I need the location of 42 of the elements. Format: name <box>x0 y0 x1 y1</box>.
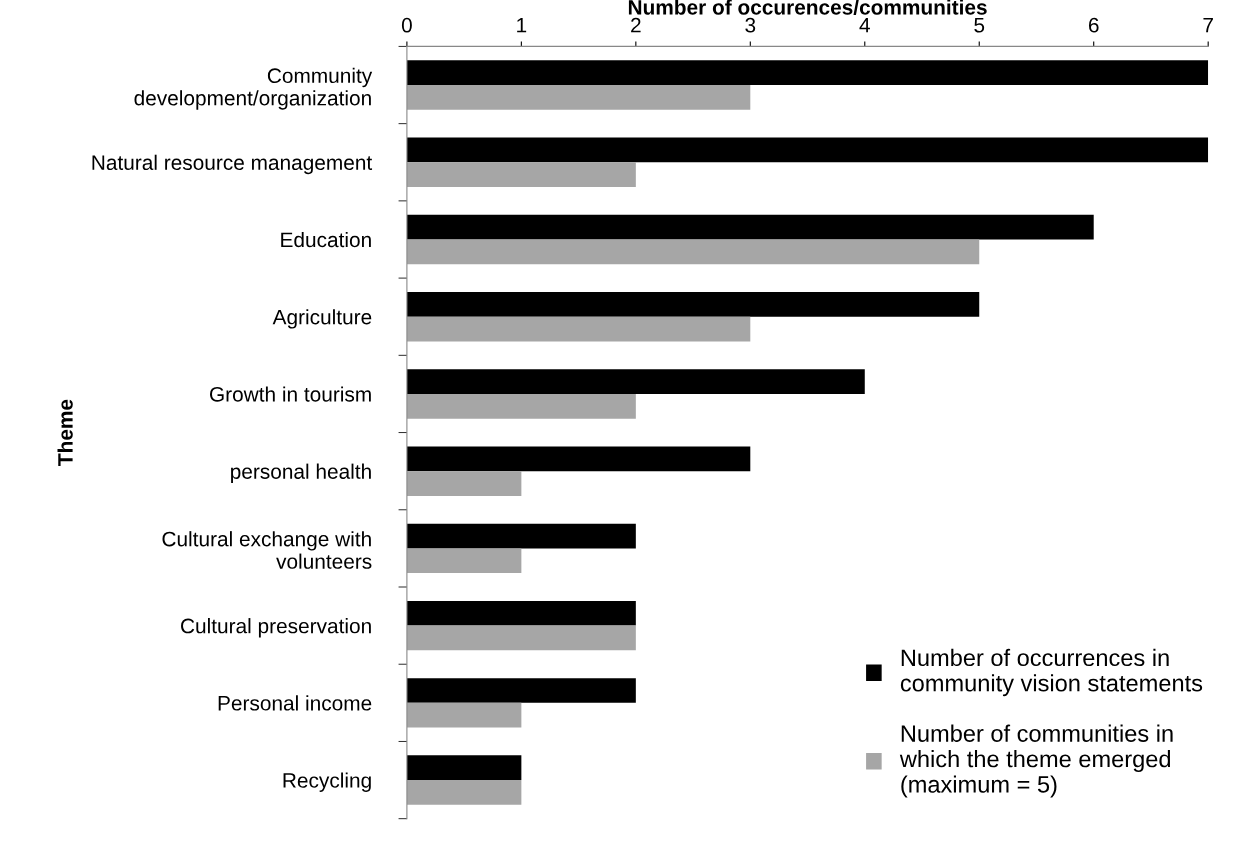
y-tick-label: Cultural exchange with volunteers <box>162 531 372 569</box>
bar <box>406 239 980 265</box>
bar <box>406 678 636 703</box>
x-tick-label: 2 <box>631 17 641 33</box>
x-axis-title: Number of occurences/communities <box>628 0 987 15</box>
y-tick-label: Education <box>281 231 371 248</box>
bar <box>406 162 636 187</box>
legend-label: Number of communities in which the theme emerged (maximum = 5) <box>899 724 1173 798</box>
bar <box>406 316 751 342</box>
y-tick-label: Agriculture <box>272 309 372 329</box>
x-tick-label: 4 <box>859 18 870 33</box>
bar <box>406 625 636 651</box>
y-tick-label: Personal income <box>218 695 372 711</box>
y-tick-label: Cultural preservation <box>181 618 371 638</box>
x-tick-label: 3 <box>745 17 756 33</box>
y-tick-label: Community development/organization <box>134 67 373 110</box>
bar <box>406 548 522 574</box>
x-tick-label: 7 <box>1203 18 1213 33</box>
bar <box>406 60 1209 86</box>
bar <box>406 780 522 805</box>
x-tick-label: 1 <box>517 18 527 33</box>
y-tick-label: Recycling <box>283 772 371 792</box>
x-tick-label: 5 <box>974 18 985 33</box>
bar <box>406 369 865 394</box>
x-tick-label: 6 <box>1088 17 1099 33</box>
bar <box>406 446 751 472</box>
bar <box>406 755 522 781</box>
x-tick-label: 0 <box>401 17 412 33</box>
bar <box>406 292 980 317</box>
bar <box>406 702 522 728</box>
y-tick-label: Natural resource management <box>92 154 373 175</box>
y-tick-label: personal health <box>231 463 371 484</box>
bar <box>406 137 1209 163</box>
y-axis-title: Theme <box>57 399 73 466</box>
bar <box>406 214 1094 240</box>
bar <box>406 471 522 496</box>
bar <box>406 85 751 110</box>
y-tick-label: Growth in tourism <box>210 386 371 402</box>
bar <box>406 393 636 419</box>
bar <box>406 600 636 626</box>
bar <box>406 523 636 549</box>
legend-label: Number of occurrences in community vision statements <box>900 648 1203 697</box>
